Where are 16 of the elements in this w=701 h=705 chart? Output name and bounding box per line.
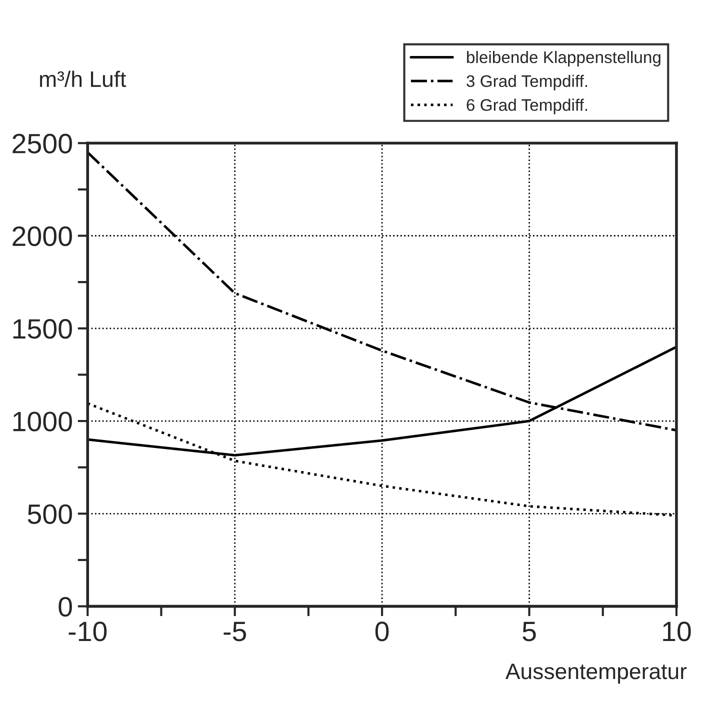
x-tick-label: 5	[522, 622, 536, 642]
legend-label: bleibende Klappenstellung	[467, 50, 660, 66]
x-tick-label: -5	[224, 622, 246, 642]
y-tick-label: 0	[58, 596, 72, 617]
y-tick-label: 1500	[13, 319, 72, 339]
legend-label: 6 Grad Tempdiff.	[466, 98, 588, 114]
y-tick-label: 2000	[12, 226, 72, 246]
y-tick-label: 2500	[12, 134, 72, 154]
y-tick-label: 500	[28, 504, 72, 524]
x-tick-label: 10	[663, 622, 691, 642]
y-axis-title: m³/h Luft	[40, 70, 126, 88]
y-tick-label: 1000	[13, 412, 72, 432]
x-tick-label: 0	[375, 622, 389, 642]
legend-label: 3 Grad Tempdiff.	[466, 74, 588, 90]
x-axis-title: Aussentemperatur	[505, 664, 687, 684]
x-tick-label: -10	[68, 622, 107, 642]
